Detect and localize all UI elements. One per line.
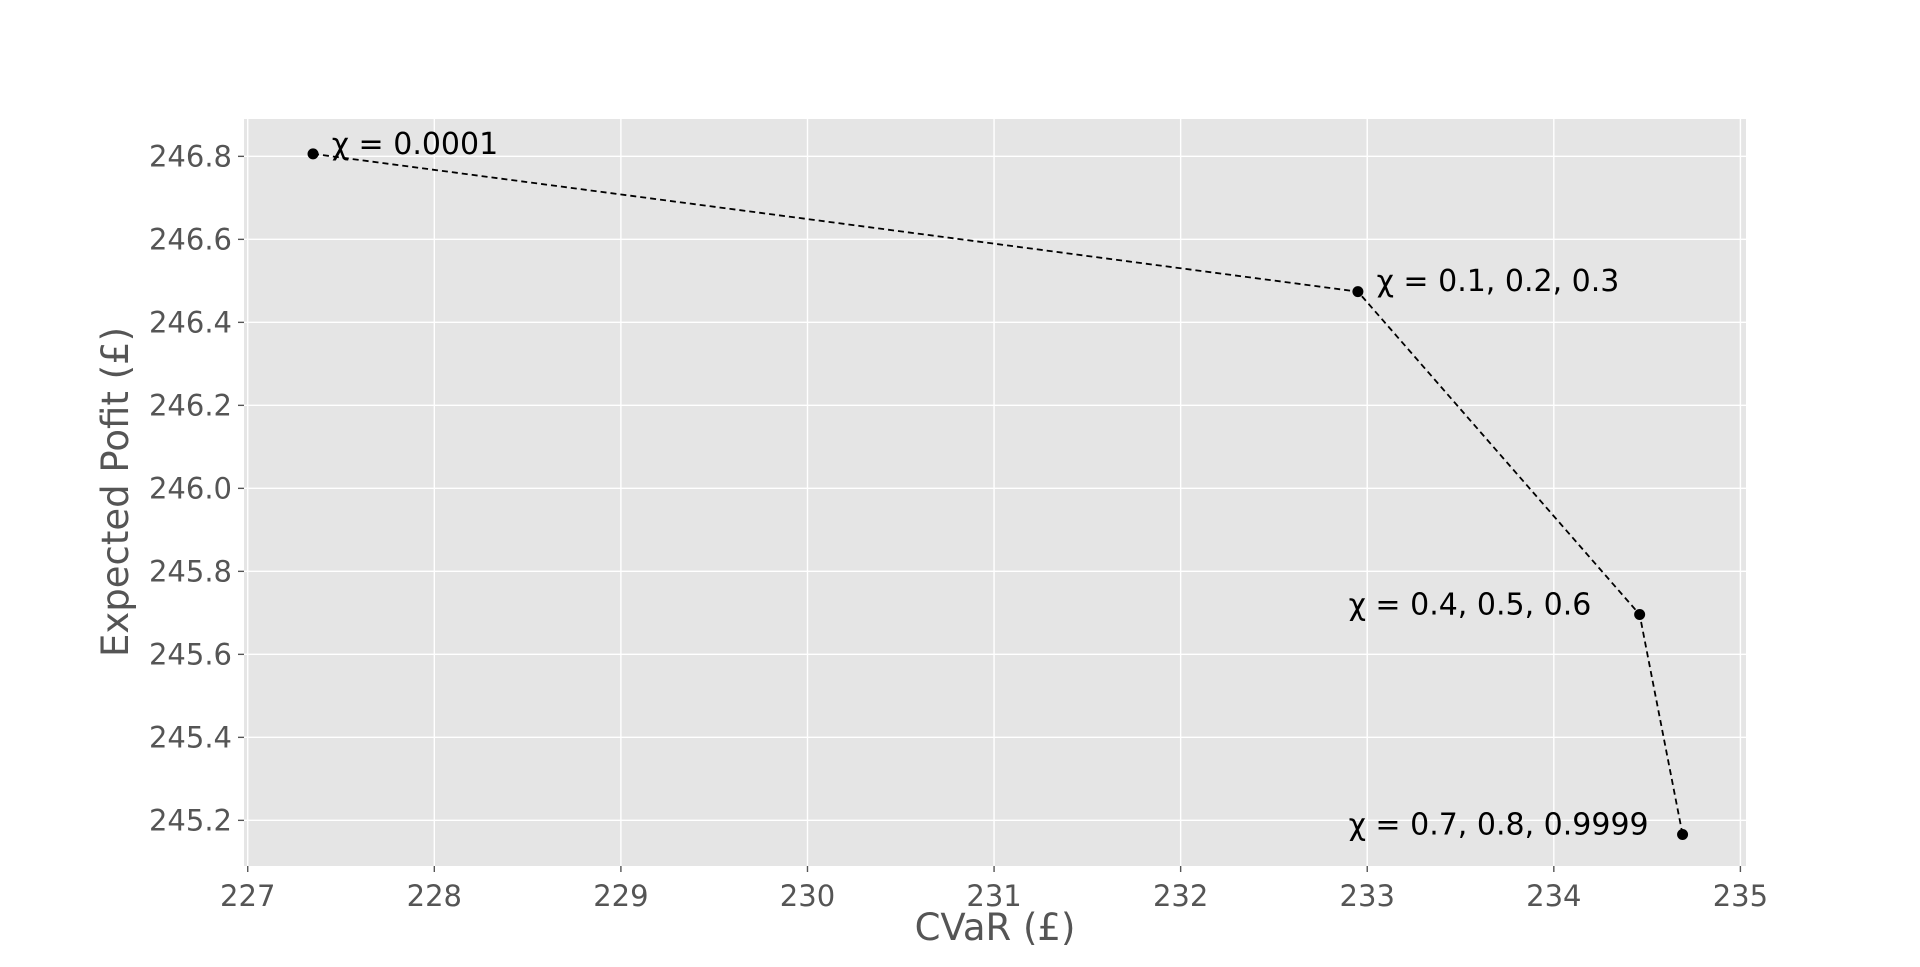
series-line xyxy=(312,152,1684,835)
point-annotation: χ = 0.4, 0.5, 0.6 xyxy=(1349,588,1592,623)
y-tick-label: 246.0 xyxy=(149,471,232,505)
data-point xyxy=(307,148,319,160)
point-annotation: χ = 0.7, 0.8, 0.9999 xyxy=(1349,808,1649,843)
x-tick-label: 229 xyxy=(593,879,648,913)
x-tick-label: 228 xyxy=(407,879,462,913)
y-tick-label: 245.8 xyxy=(149,554,232,588)
data-point xyxy=(1634,609,1646,621)
y-tick-label: 245.2 xyxy=(149,803,232,837)
x-tick-label: 234 xyxy=(1526,879,1581,913)
x-axis-label: CVaR (£) xyxy=(915,906,1076,949)
y-tick-label: 246.6 xyxy=(149,222,232,256)
y-axis-label: Expected Pofit (£) xyxy=(94,327,137,657)
grid-layer xyxy=(244,119,1746,866)
series-layer xyxy=(307,148,1689,840)
y-tick-label: 246.4 xyxy=(149,305,232,339)
point-annotation: χ = 0.1, 0.2, 0.3 xyxy=(1377,264,1620,299)
y-tick-label: 245.4 xyxy=(149,720,232,754)
y-tick-label: 245.6 xyxy=(149,637,232,671)
x-tick-label: 235 xyxy=(1713,879,1768,913)
x-tick-label: 233 xyxy=(1340,879,1395,913)
plot-background xyxy=(244,119,1746,866)
data-point xyxy=(1677,828,1689,840)
x-tick-label: 227 xyxy=(220,879,275,913)
y-tick-label: 246.2 xyxy=(149,388,232,422)
y-tick-label: 246.8 xyxy=(149,139,232,173)
data-point xyxy=(1352,286,1364,298)
annotation-layer: χ = 0.0001 χ = 0.1, 0.2, 0.3 χ = 0.4, 0.5,… xyxy=(332,127,1649,843)
point-annotation: χ = 0.0001 xyxy=(332,127,499,162)
x-tick-label: 231 xyxy=(966,879,1021,913)
x-tick-label: 230 xyxy=(780,879,835,913)
ticks-layer: 227 228 229 230 231 232 233 234 235 245.2 245.4 245… xyxy=(149,139,1768,913)
x-tick-label: 232 xyxy=(1153,879,1208,913)
